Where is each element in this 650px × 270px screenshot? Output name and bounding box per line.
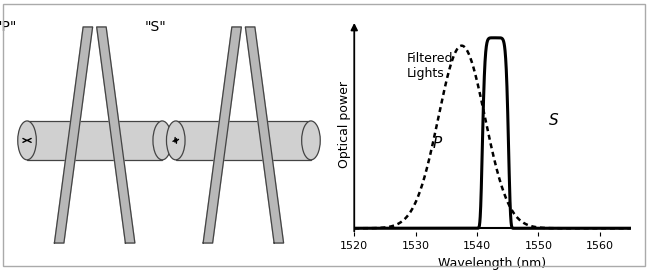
Text: S: S [549, 113, 558, 128]
FancyBboxPatch shape [27, 121, 162, 160]
Text: Filtered
Lights: Filtered Lights [406, 52, 453, 80]
Text: "P": "P" [0, 20, 18, 34]
Polygon shape [55, 27, 92, 243]
Ellipse shape [153, 121, 172, 160]
Text: P: P [432, 136, 442, 151]
Ellipse shape [302, 121, 320, 160]
Ellipse shape [18, 121, 36, 160]
Ellipse shape [166, 121, 185, 160]
Polygon shape [97, 27, 135, 243]
Polygon shape [203, 27, 241, 243]
X-axis label: Wavelength (nm): Wavelength (nm) [438, 257, 547, 270]
FancyBboxPatch shape [176, 121, 311, 160]
Text: "S": "S" [144, 20, 166, 34]
Polygon shape [246, 27, 283, 243]
Y-axis label: Optical power: Optical power [339, 81, 352, 168]
